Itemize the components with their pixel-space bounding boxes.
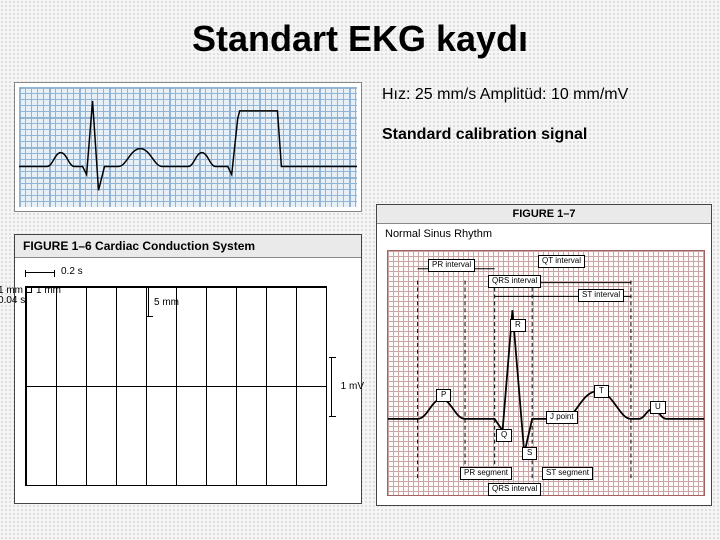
dim-0-2s [25,272,55,273]
dim-5mm [148,287,149,317]
label-qrs-interval-top: QRS interval [488,275,541,288]
label-1mm: 1 mm [36,285,61,296]
label-r: R [510,319,526,332]
figure-1-7-panel: FIGURE 1–7 Normal Sinus Rhythm [376,204,712,506]
figure-1-6-title: FIGURE 1–6 Cardiac Conduction System [15,235,361,258]
label-qt-interval: QT interval [538,255,585,268]
label-p: P [436,389,451,402]
ecg-grid [19,87,357,207]
content-area: Hız: 25 mm/s Amplitüd: 10 mm/mV Standard… [0,74,720,534]
label-t: T [594,385,609,398]
label-st-interval: ST interval [578,289,624,302]
label-s: S [522,447,537,460]
label-q: Q [496,429,512,442]
label-st-segment: ST segment [542,467,593,480]
ecg-morphology [388,251,704,498]
dim-1mv [331,357,332,417]
figure-1-7-subtitle: Normal Sinus Rhythm [377,224,711,240]
figure-1-6-grid: 1 mm 1 mm 0.04 s 5 mm 1 mV [25,286,327,486]
label-0-2s: 0.2 s [61,266,83,277]
label-pr-segment: PR segment [460,467,512,480]
label-u: U [650,401,666,414]
label-5mm: 5 mm [154,297,179,308]
page-title: Standart EKG kaydı [0,0,720,74]
ecg-trace [19,87,357,206]
figure-1-6-body: 0.2 s 1 mm 1 mm 0.04 s 5 mm 1 mV [15,258,361,504]
figure-1-7-title: FIGURE 1–7 [377,205,711,224]
figure-1-7-grid: PR interval QT interval QRS interval ST … [387,250,705,496]
speed-amplitude-text: Hız: 25 mm/s Amplitüd: 10 mm/mV [382,86,628,104]
ecg-strip-panel [14,82,362,212]
label-j-point: J point [546,411,578,424]
figure-1-7-body: PR interval QT interval QRS interval ST … [377,240,711,502]
small-square [26,287,32,293]
figure-1-6-panel: FIGURE 1–6 Cardiac Conduction System 0.2… [14,234,362,504]
label-qrs-interval-bottom: QRS interval [488,483,541,496]
label-pr-interval: PR interval [428,259,475,272]
label-1mv: 1 mV [341,381,364,392]
label-0-04s: 0.04 s [0,295,25,306]
calibration-signal-text: Standard calibration signal [382,126,587,144]
